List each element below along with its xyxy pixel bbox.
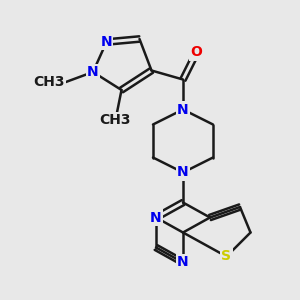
Text: CH3: CH3 <box>33 76 64 89</box>
Text: S: S <box>221 250 232 263</box>
Text: N: N <box>150 211 162 224</box>
Text: N: N <box>177 256 189 269</box>
Text: N: N <box>101 35 112 49</box>
Text: N: N <box>87 65 99 79</box>
Text: CH3: CH3 <box>100 113 131 127</box>
Text: N: N <box>177 166 189 179</box>
Text: O: O <box>190 46 202 59</box>
Text: N: N <box>177 103 189 116</box>
